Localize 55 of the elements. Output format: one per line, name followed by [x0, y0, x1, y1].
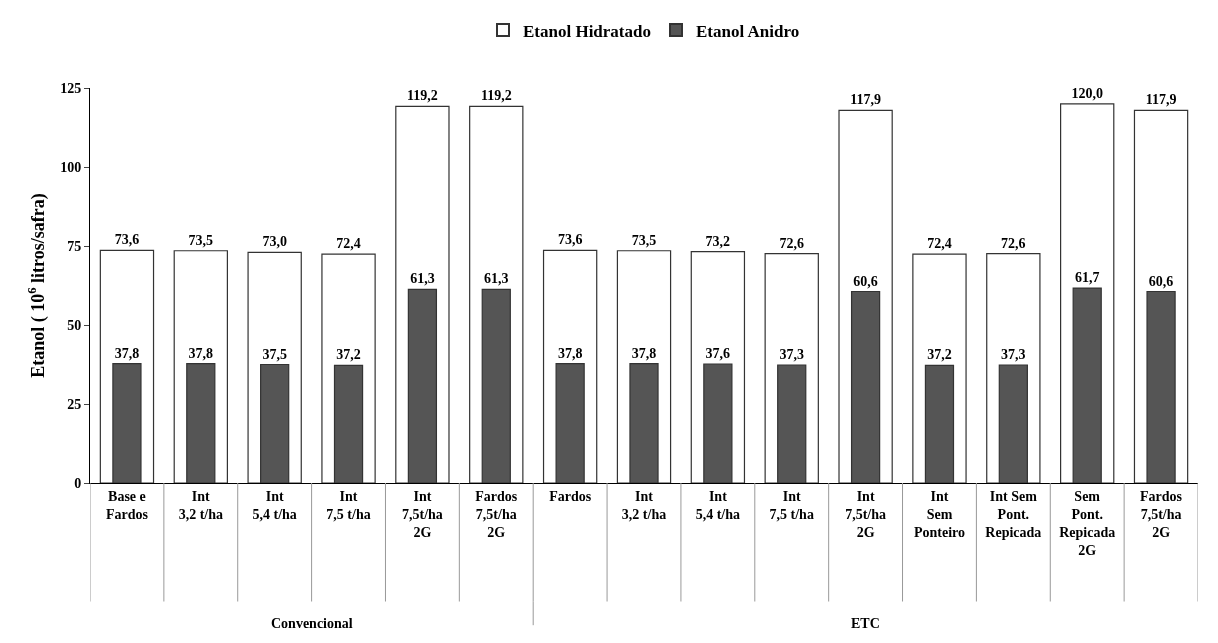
x-tick-label: Base e Fardos: [105, 488, 149, 522]
data-label: 37,8: [188, 345, 214, 361]
data-label: 72,4: [927, 236, 952, 252]
data-label: 37,8: [631, 345, 657, 361]
data-label: 61,3: [484, 271, 509, 287]
data-label: 120,0: [1071, 85, 1103, 101]
x-tick-label: Int 3,2 t/ha: [178, 488, 223, 522]
data-label: 37,8: [557, 345, 583, 361]
y-tick-label: 50: [67, 317, 82, 333]
x-tick-label: Int 7,5t/ha 2G: [401, 488, 443, 541]
y-tick-label: 0: [74, 475, 82, 491]
data-label: 119,2: [480, 88, 512, 104]
data-label: 72,4: [336, 236, 361, 252]
x-tick-label: Sem Pont. Repicada 2G: [1059, 488, 1116, 559]
y-tick-label: 75: [67, 238, 82, 254]
legend-label: Etanol Hidratado: [523, 21, 651, 41]
data-label: 73,2: [705, 233, 731, 249]
data-label: 119,2: [407, 88, 438, 104]
data-label: 37,8: [114, 345, 140, 361]
data-label: 37,3: [779, 347, 804, 363]
text: ETC: [851, 616, 880, 631]
y-tick-label: 100: [60, 159, 82, 175]
data-label: 73,5: [631, 232, 657, 248]
x-tick-label: Int Sem Ponteiro: [913, 488, 966, 541]
x-tick-label: Int 5,4 t/ha: [695, 488, 741, 522]
data-label: 37,2: [927, 347, 952, 363]
data-label: 117,9: [850, 92, 881, 108]
data-label: 61,3: [410, 271, 435, 287]
data-label: 117,9: [1145, 92, 1177, 108]
x-tick-label: Int 3,2 t/ha: [621, 488, 667, 522]
y-tick-label: 25: [67, 396, 82, 412]
data-label: 61,7: [1074, 270, 1100, 286]
data-label: 73,6: [557, 232, 583, 248]
x-tick-label: Int 5,4 t/ha: [252, 488, 297, 522]
data-label: 72,6: [1001, 235, 1026, 251]
data-label: 73,0: [262, 234, 287, 250]
data-label: 37,5: [262, 346, 287, 362]
y-tick-label: 125: [60, 80, 82, 96]
data-label: 72,6: [779, 235, 804, 251]
data-label: 37,2: [336, 347, 361, 363]
data-label: 37,3: [1001, 347, 1026, 363]
data-label: 73,6: [114, 232, 140, 248]
data-label: 60,6: [1148, 273, 1174, 289]
x-tick-label: Fardos 7,5t/ha 2G: [475, 488, 518, 541]
x-tick-label: Int 7,5 t/ha: [769, 488, 814, 522]
x-tick-label: Fardos 7,5t/ha 2G: [1140, 488, 1183, 541]
data-label: 60,6: [853, 273, 878, 289]
legend-label: Etanol Anidro: [696, 21, 800, 41]
x-tick-label: Int 7,5 t/ha: [326, 488, 371, 522]
x-tick-label: Fardos: [549, 488, 592, 504]
data-label: 37,6: [705, 346, 731, 362]
x-tick-label: Int Sem Pont. Repicada: [985, 488, 1042, 541]
x-tick-label: Int 7,5t/ha 2G: [845, 488, 887, 541]
data-label: 73,5: [188, 232, 214, 248]
text: Convencional: [271, 616, 353, 631]
